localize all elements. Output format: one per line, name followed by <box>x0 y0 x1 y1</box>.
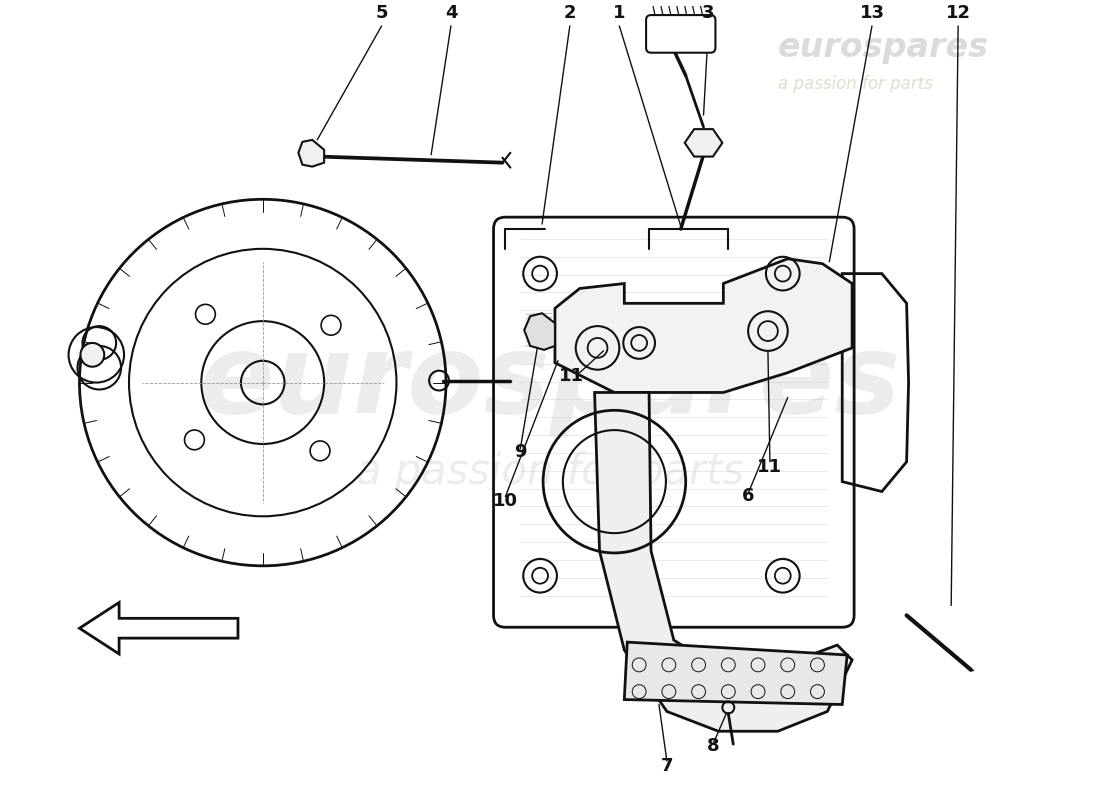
Text: 1: 1 <box>613 4 626 22</box>
Text: 13: 13 <box>859 4 884 22</box>
Text: 6: 6 <box>741 487 755 506</box>
Polygon shape <box>556 258 852 393</box>
Text: a passion for parts: a passion for parts <box>778 75 933 94</box>
Polygon shape <box>684 129 723 157</box>
Polygon shape <box>525 314 556 350</box>
Text: 10: 10 <box>493 492 518 510</box>
Text: 11: 11 <box>559 366 584 385</box>
FancyBboxPatch shape <box>646 15 715 53</box>
Text: 11: 11 <box>758 458 782 476</box>
Polygon shape <box>595 393 852 731</box>
Text: 4: 4 <box>444 4 458 22</box>
Circle shape <box>80 343 104 366</box>
Text: 5: 5 <box>375 4 388 22</box>
FancyArrow shape <box>79 602 238 654</box>
Text: eurospares: eurospares <box>199 329 901 436</box>
Text: eurospares: eurospares <box>778 31 989 64</box>
Text: 7: 7 <box>661 757 673 775</box>
Text: 3: 3 <box>702 4 715 22</box>
Polygon shape <box>298 140 324 166</box>
Text: a passion for parts: a passion for parts <box>356 450 744 493</box>
Text: 12: 12 <box>946 4 970 22</box>
Text: 9: 9 <box>514 443 527 461</box>
Text: 8: 8 <box>707 737 719 755</box>
Polygon shape <box>625 642 847 705</box>
Text: 2: 2 <box>563 4 576 22</box>
